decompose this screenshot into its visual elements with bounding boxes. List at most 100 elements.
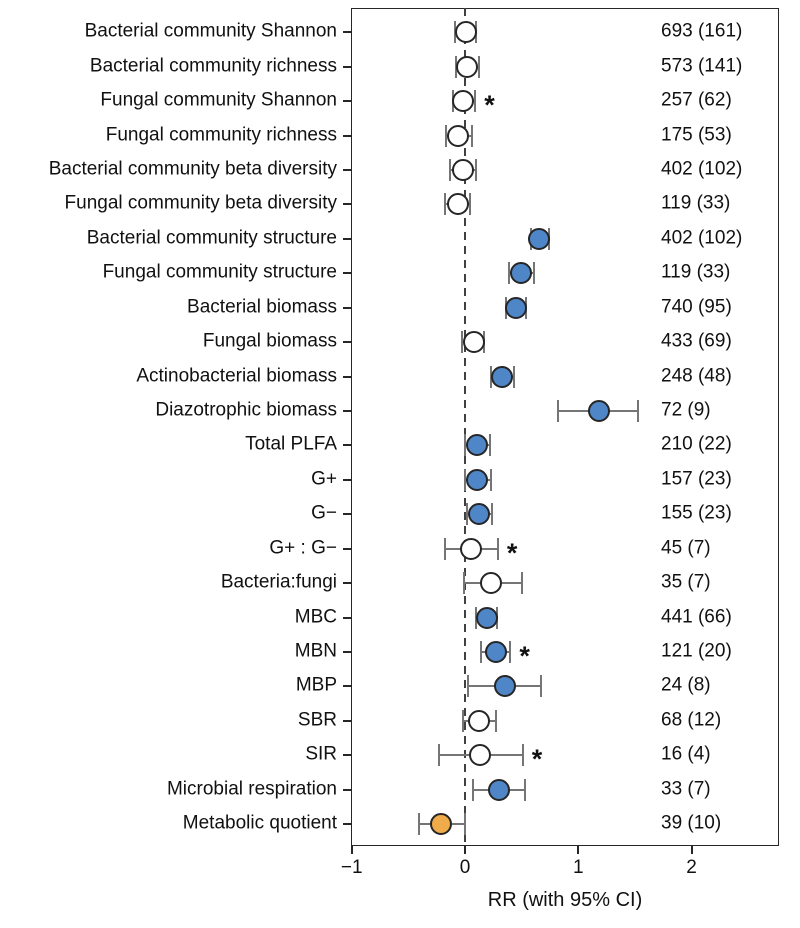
data-point-circle — [468, 503, 491, 526]
error-bar-cap-left — [467, 675, 470, 698]
zero-reference-dashed-line — [464, 8, 466, 846]
error-bar-cap-right — [496, 537, 499, 560]
error-bar-cap-right — [475, 159, 478, 182]
y-axis-tick-mark — [343, 754, 351, 757]
y-axis-tick-mark — [343, 134, 351, 137]
sample-size-label: 35 (7) — [661, 571, 711, 593]
row-label: Metabolic quotient — [182, 812, 337, 834]
sample-size-label: 433 (69) — [661, 330, 732, 352]
row-label: Fungal biomass — [202, 330, 337, 352]
row-label: MBP — [295, 675, 337, 697]
data-point-circle — [468, 744, 491, 767]
error-bar-cap-right — [637, 400, 640, 423]
x-axis-tick-mark — [464, 846, 466, 854]
x-axis-tick-mark — [690, 846, 693, 854]
data-point-circle — [487, 778, 510, 801]
y-axis-tick-mark — [343, 65, 351, 68]
y-axis-tick-mark — [343, 823, 351, 826]
y-axis-tick-mark — [343, 341, 351, 344]
row-label: G+ — [311, 468, 337, 490]
error-bar-cap-right — [488, 434, 491, 457]
data-point-circle — [455, 55, 478, 78]
y-axis-tick-mark — [343, 306, 351, 309]
sample-size-label: 441 (66) — [661, 606, 732, 628]
error-bar-cap-left — [417, 813, 420, 836]
y-axis-tick-mark — [343, 169, 351, 172]
data-point-circle — [527, 227, 550, 250]
error-bar-cap-left — [437, 744, 440, 767]
error-bar-cap-right — [520, 572, 523, 595]
row-label: Actinobacterial biomass — [136, 365, 337, 387]
row-label: Bacteria:fungi — [220, 571, 337, 593]
plot-area-border — [351, 8, 779, 846]
y-axis-tick-mark — [343, 788, 351, 791]
y-axis-tick-mark — [343, 651, 351, 654]
data-point-circle — [484, 641, 507, 664]
error-bar-cap-left — [443, 537, 446, 560]
data-point-circle — [467, 709, 490, 732]
error-bar-cap-right — [477, 55, 480, 78]
y-axis-tick-mark — [343, 444, 351, 447]
x-axis-title: RR (with 95% CI) — [487, 889, 643, 911]
y-axis-tick-mark — [343, 410, 351, 413]
sample-size-label: 740 (95) — [661, 296, 732, 318]
data-point-circle — [447, 124, 470, 147]
y-axis-tick-mark — [343, 100, 351, 103]
data-point-circle — [491, 365, 514, 388]
data-point-circle — [459, 537, 482, 560]
data-point-circle — [455, 21, 478, 44]
x-axis-tick-mark — [350, 846, 353, 854]
error-bar-cap-right — [474, 90, 477, 113]
sample-size-label: 16 (4) — [661, 743, 711, 765]
row-label: G− — [311, 502, 337, 524]
row-label: Bacterial biomass — [187, 296, 337, 318]
error-bar-cap-right — [490, 468, 493, 491]
significance-asterisk: * — [531, 744, 543, 775]
error-bar-cap-left — [460, 331, 463, 354]
error-bar-cap-right — [524, 778, 527, 801]
error-bar-cap-left — [464, 468, 466, 491]
y-axis-tick-mark — [343, 478, 351, 481]
row-label: Bacterial community Shannon — [84, 20, 337, 42]
x-axis-tick-label: −1 — [340, 857, 363, 878]
sample-size-label: 119 (33) — [661, 261, 731, 283]
error-bar-cap-right — [470, 124, 473, 147]
row-label: Fungal community structure — [102, 261, 337, 283]
sample-size-label: 157 (23) — [661, 468, 732, 490]
data-point-circle — [509, 262, 532, 285]
error-bar-cap-left — [556, 400, 559, 423]
y-axis-tick-mark — [343, 547, 351, 550]
row-label: Bacterial community richness — [89, 55, 337, 77]
sample-size-label: 45 (7) — [661, 537, 711, 559]
data-point-circle — [504, 296, 527, 319]
significance-asterisk: * — [484, 90, 495, 121]
y-axis-tick-mark — [343, 31, 351, 34]
y-axis-tick-mark — [343, 203, 351, 206]
error-bar-cap-left — [462, 572, 465, 595]
error-bar-cap-right — [468, 193, 471, 216]
significance-asterisk: * — [519, 641, 530, 672]
error-bar-cap-right — [494, 709, 497, 732]
sample-size-label: 68 (12) — [661, 709, 722, 731]
error-bar-cap-left — [443, 193, 446, 216]
error-bar-cap-left — [479, 641, 482, 664]
y-axis-tick-mark — [343, 616, 351, 619]
sample-size-label: 573 (141) — [661, 55, 743, 77]
error-bar-cap-left — [471, 778, 474, 801]
row-label: Fungal community beta diversity — [64, 192, 337, 214]
error-bar-cap-left — [464, 434, 466, 457]
sample-size-label: 248 (48) — [661, 365, 732, 387]
y-axis-tick-mark — [343, 375, 351, 378]
data-point-circle — [493, 675, 516, 698]
x-axis-tick-label: 2 — [686, 857, 697, 878]
sample-size-label: 33 (7) — [661, 778, 711, 800]
error-bar-cap-left — [490, 365, 493, 388]
y-axis-tick-mark — [343, 719, 351, 722]
sample-size-label: 257 (62) — [661, 89, 732, 111]
error-bar-cap-right — [464, 813, 466, 836]
sample-size-label: 402 (102) — [661, 227, 743, 249]
data-point-circle — [446, 193, 469, 216]
data-point-circle — [466, 468, 489, 491]
sample-size-label: 402 (102) — [661, 158, 743, 180]
row-label: Bacterial community structure — [86, 227, 337, 249]
